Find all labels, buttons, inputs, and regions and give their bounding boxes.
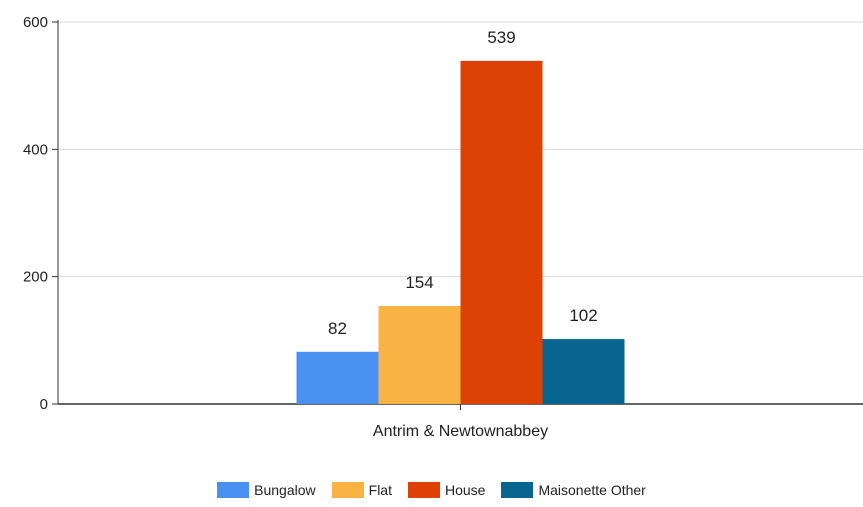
bar-chart: 0 200 400 600 82 154 539 102 Antrim & Newtownabb…	[23, 14, 863, 440]
bar-house[interactable]	[460, 60, 543, 404]
data-label-bungalow: 82	[328, 319, 347, 338]
legend-label-bungalow: Bungalow	[254, 482, 316, 498]
legend-label-maisonette-other: Maisonette Other	[538, 482, 646, 498]
legend-swatch-flat	[331, 482, 364, 498]
legend-swatch-maisonette-other	[501, 482, 534, 498]
x-tick-label: Antrim & Newtownabbey	[373, 423, 548, 440]
bar-flat[interactable]	[378, 305, 461, 404]
legend-item-flat[interactable]: Flat	[331, 482, 392, 498]
legend-label-flat: Flat	[368, 482, 392, 498]
bar-maisonette-other[interactable]	[542, 339, 625, 404]
data-label-house: 539	[487, 28, 515, 47]
data-label-flat: 154	[405, 273, 433, 292]
legend-item-bungalow[interactable]: Bungalow	[217, 482, 316, 498]
data-label-maisonette-other: 102	[569, 306, 597, 325]
legend-swatch-house	[407, 482, 440, 498]
legend-item-house[interactable]: House	[407, 482, 486, 498]
legend-item-maisonette-other[interactable]: Maisonette Other	[501, 482, 646, 498]
y-tick-label-200: 200	[23, 269, 48, 286]
legend-label-house: House	[444, 482, 486, 498]
legend: Bungalow Flat House Maisonette Other	[0, 482, 863, 498]
y-tick-label-400: 400	[23, 141, 48, 158]
bar-bungalow[interactable]	[296, 351, 379, 404]
y-tick-label-0: 0	[40, 396, 48, 413]
legend-swatch-bungalow	[217, 482, 250, 498]
y-tick-label-600: 600	[23, 14, 48, 31]
